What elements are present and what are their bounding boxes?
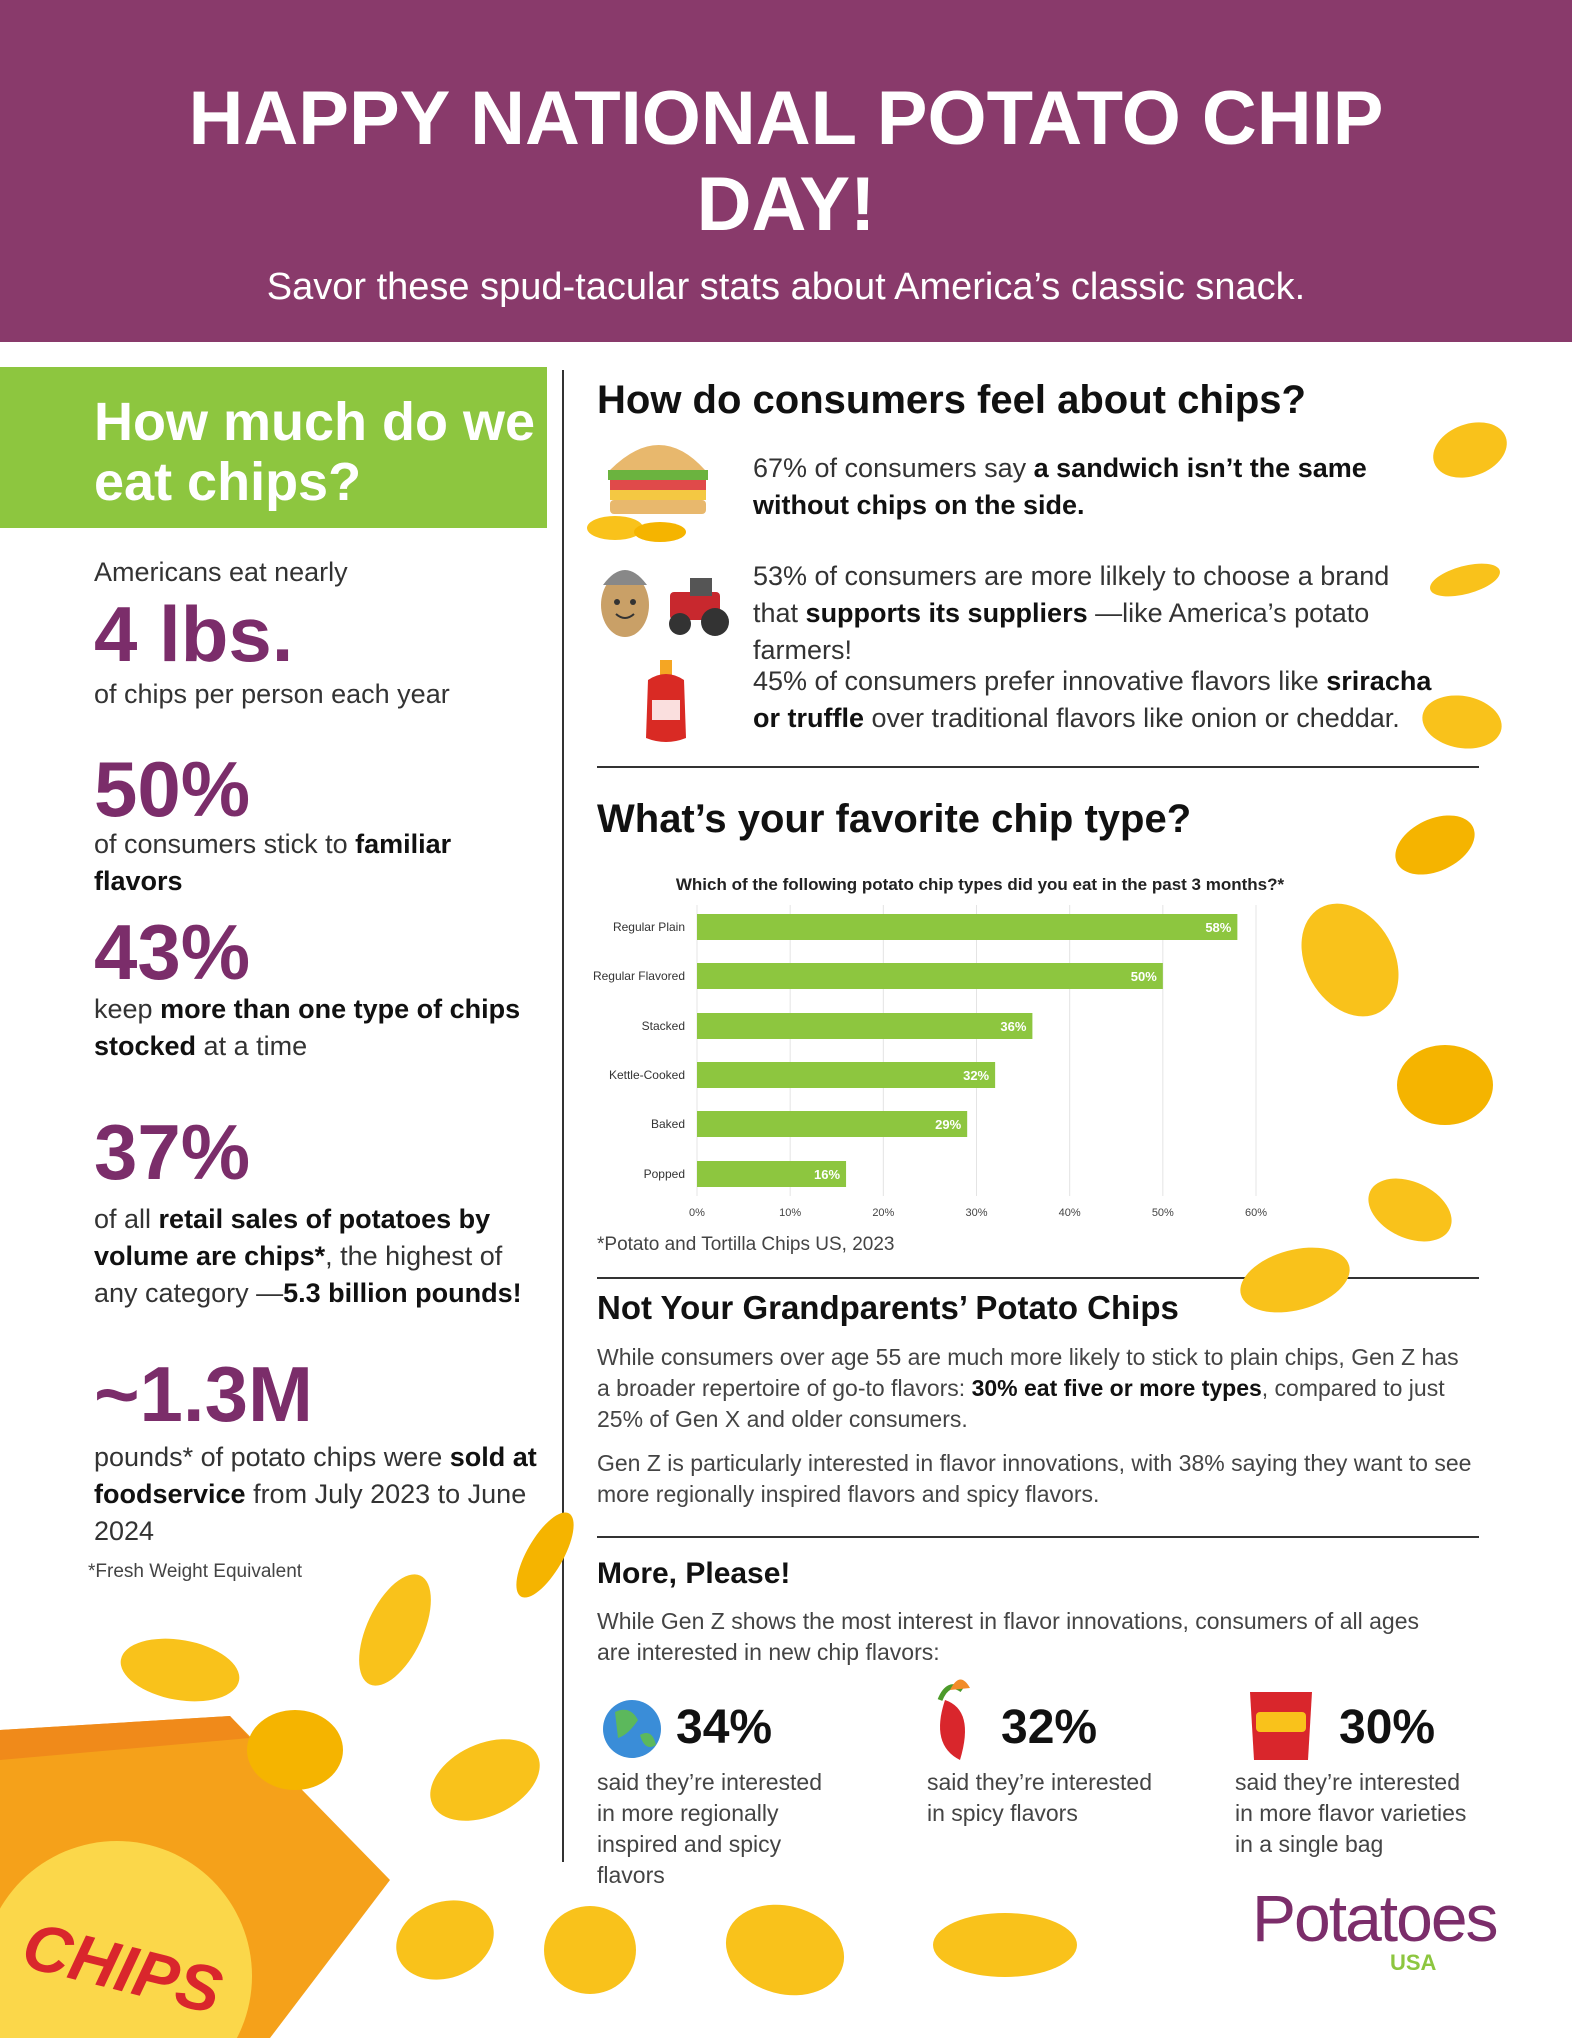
stat-text: said they’re interested in more regional… <box>597 1769 823 1888</box>
stat-item: 53% of consumers are more lilkely to cho… <box>753 558 1433 669</box>
heading-box <box>0 367 547 528</box>
stat-item: 45% of consumers prefer innovative flavo… <box>753 663 1433 737</box>
text-segment: supports its suppliers <box>805 598 1088 628</box>
title: HAPPY NATIONAL POTATO CHIP DAY! <box>188 76 1384 247</box>
text-segment: Gen Z is particularly interested in flav… <box>597 1450 1472 1507</box>
text-segment: a sandwich isn’t the same without chips … <box>753 453 1367 520</box>
text-segment: over traditional flavors like onion or c… <box>864 703 1400 733</box>
stat-value: 50% <box>94 745 251 833</box>
footnote: *Potato and Tortilla Chips US, 2023 <box>597 1234 895 1255</box>
section-heading: How much do we eat chips? <box>94 392 536 512</box>
text-segment: from July 2023 to June 2024 <box>94 1479 527 1546</box>
paragraph: While consumers over age 55 are much mor… <box>597 1342 1477 1435</box>
stat-value: 34% <box>676 1701 773 1754</box>
x-tick-label: 50% <box>1152 1207 1174 1219</box>
text-segment: —like America’s potato farmers! <box>753 598 1370 665</box>
stat-text: pounds* of potato chips were sold at foo… <box>94 1439 544 1550</box>
value-label: 32% <box>963 1068 989 1083</box>
text-segment: 30% eat five or more types <box>971 1375 1262 1401</box>
text-segment: of consumers stick to <box>94 829 356 859</box>
bar <box>697 1062 996 1088</box>
stat-text: of chips per person each year <box>94 676 544 713</box>
stat-text: said they’re interested in spicy flavors <box>927 1769 1153 1826</box>
x-tick-label: 60% <box>1245 1207 1267 1219</box>
category-label: Regular Plain <box>613 920 685 934</box>
text-segment: at a time <box>196 1031 308 1061</box>
stat-text: of all retail sales of potatoes by volum… <box>94 1201 544 1312</box>
stat-value: 4 lbs. <box>94 590 294 678</box>
text-segment: 53% of consumers are more lilkely to cho… <box>753 561 1390 628</box>
stat-item: 67% of consumers say a sandwich isn’t th… <box>753 450 1433 524</box>
x-tick-label: 40% <box>1059 1207 1081 1219</box>
chili-icon <box>937 1679 970 1760</box>
chips-bag <box>0 1716 390 2038</box>
text-segment: pounds* of potato chips were <box>94 1442 450 1472</box>
decorative-chips <box>120 422 1507 1996</box>
bar <box>697 1161 847 1187</box>
paragraph: Gen Z is particularly interested in flav… <box>597 1448 1477 1510</box>
chart-title: Which of the following potato chip types… <box>676 875 1285 894</box>
value-label: 50% <box>1131 969 1157 984</box>
globe-icon <box>603 1700 661 1758</box>
stat-text: keep more than one type of chips stocked… <box>94 991 544 1065</box>
text-segment: sold at foodservice <box>94 1442 537 1509</box>
category-label: Regular Flavored <box>593 969 685 983</box>
x-tick-label: 30% <box>965 1207 987 1219</box>
bar <box>697 1013 1033 1039</box>
text-segment: retail sales of potatoes by volume are c… <box>94 1204 491 1271</box>
bar <box>697 914 1238 940</box>
sandwich-icon <box>587 445 708 542</box>
category-label: Stacked <box>642 1019 685 1033</box>
stat-value: ~1.3M <box>94 1350 313 1438</box>
bar <box>697 963 1163 989</box>
stat-value: 37% <box>94 1108 251 1196</box>
paragraph: While Gen Z shows the most interest in f… <box>597 1608 1419 1665</box>
text-segment: 67% of consumers say <box>753 453 1034 483</box>
section-heading: Not Your Grandparents’ Potato Chips <box>597 1289 1179 1326</box>
category-label: Kettle-Cooked <box>609 1068 685 1082</box>
category-label: Popped <box>644 1167 685 1181</box>
text-segment: 45% of consumers prefer innovative flavo… <box>753 666 1327 696</box>
text-segment: , the highest of any category — <box>94 1241 503 1308</box>
x-tick-label: 20% <box>872 1207 894 1219</box>
value-label: 58% <box>1205 920 1231 935</box>
farmer-icon <box>601 570 729 637</box>
section-heading: More, Please! <box>597 1557 791 1590</box>
logo-name: Potatoes <box>1252 1881 1499 1955</box>
logo-sub: USA <box>1390 1950 1437 1975</box>
bar <box>697 1111 968 1137</box>
text-segment: keep <box>94 994 161 1024</box>
x-tick-label: 0% <box>689 1207 705 1219</box>
category-label: Baked <box>651 1117 685 1131</box>
stat-value: 32% <box>1001 1701 1098 1754</box>
text-segment: of all <box>94 1204 159 1234</box>
section-heading: How do consumers feel about chips? <box>597 378 1306 422</box>
text-segment: sriracha or truffle <box>753 666 1432 733</box>
text-segment: 5.3 billion pounds! <box>283 1278 522 1308</box>
footnote: *Fresh Weight Equivalent <box>88 1561 303 1582</box>
value-label: 36% <box>1000 1019 1026 1034</box>
stat-intro: Americans eat nearly <box>94 557 348 587</box>
value-label: 16% <box>814 1167 840 1182</box>
chip-bag-icon <box>1250 1692 1312 1760</box>
stat-text: said they’re interested in more flavor v… <box>1235 1769 1467 1857</box>
header-band <box>0 0 1572 342</box>
x-tick-label: 10% <box>779 1207 801 1219</box>
value-label: 29% <box>935 1117 961 1132</box>
section-heading: What’s your favorite chip type? <box>597 797 1192 841</box>
text-segment: While consumers over age 55 are much mor… <box>597 1344 1459 1401</box>
text-segment: , compared to just 25% of Gen X and olde… <box>597 1375 1445 1432</box>
text-segment: more than one type of chips stocked <box>94 994 521 1061</box>
subtitle: Savor these spud-tacular stats about Ame… <box>266 266 1306 308</box>
stat-text: of consumers stick to familiar flavors <box>94 826 544 900</box>
text-segment: familiar flavors <box>94 829 452 896</box>
text-segment: of chips per person each year <box>94 679 450 709</box>
stat-value: 43% <box>94 908 251 996</box>
stat-value: 30% <box>1339 1701 1436 1754</box>
sriracha-icon <box>646 660 686 742</box>
